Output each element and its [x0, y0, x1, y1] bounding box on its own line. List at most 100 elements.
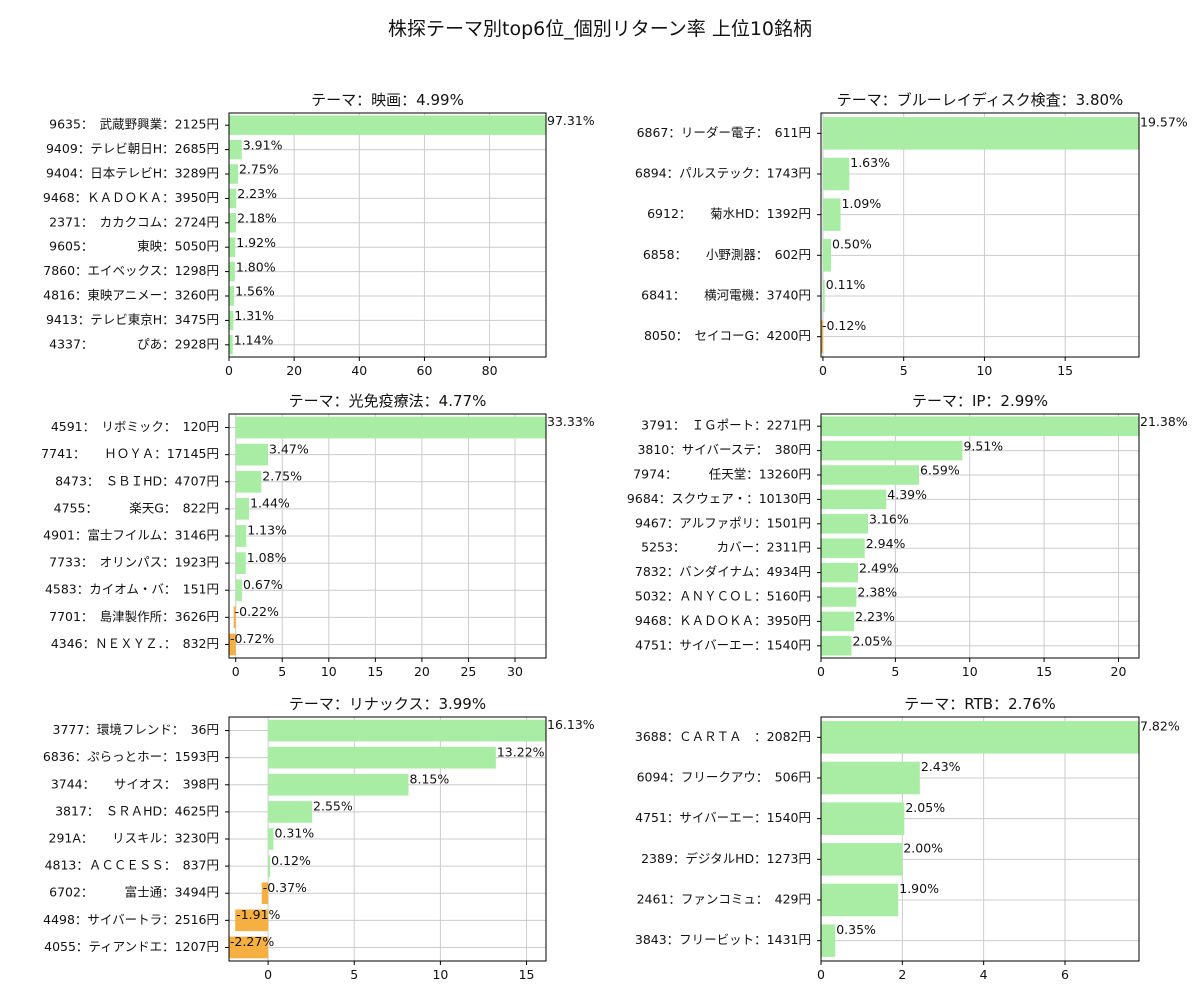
category-label: 2389：デジタルHD：1273円: [641, 851, 811, 866]
category-label: 4055：ティアンドエ：1207円: [44, 939, 219, 954]
data-label: 0.12%: [271, 853, 311, 868]
data-label: -0.12%: [822, 318, 866, 333]
category-label: 9468：ＫＡＤＯＫＡ：3950円: [635, 613, 811, 628]
bar: [229, 335, 233, 355]
data-label: 2.49%: [859, 560, 899, 575]
x-tick-label: 15: [519, 967, 535, 982]
data-label: 1.92%: [236, 235, 276, 250]
category-label: 9409：テレビ朝日H：2685円: [46, 141, 219, 156]
bar: [821, 587, 857, 607]
bar: [821, 924, 836, 957]
category-label: 3688：ＣＡＲＴＡ ：2082円: [635, 729, 811, 744]
category-label: 9605： 東映：5050円: [49, 239, 219, 254]
chart-panel-bluray: 19.57% 6867：リーダー電子： 611円 1.63% 6894：パルステック：…: [635, 91, 1188, 378]
data-label: 0.67%: [243, 577, 283, 592]
bar: [821, 562, 859, 583]
category-label: 6867：リーダー電子： 611円: [637, 125, 811, 140]
category-label: 3817： ＳＲＡHD：4625円: [55, 803, 219, 818]
data-label: 0.11%: [826, 277, 866, 292]
x-tick-label: 0: [225, 363, 233, 378]
axes-frame: [820, 413, 1140, 659]
bar: [235, 470, 262, 493]
category-label: 3843：フリービット：1431円: [635, 932, 811, 947]
bar: [235, 579, 242, 602]
chart-title: テーマ：映画：4.99%: [311, 91, 464, 109]
category-label: 4813：ＡＣＣＥＳＳ： 837円: [45, 858, 219, 873]
data-label: -0.72%: [230, 631, 274, 646]
x-tick-label: 20: [286, 363, 302, 378]
data-label: 8.15%: [410, 771, 450, 786]
bar: [229, 936, 269, 959]
data-label: 7.82%: [1140, 719, 1180, 734]
data-label: 2.43%: [921, 759, 961, 774]
data-label: 2.05%: [852, 634, 892, 649]
x-tick-label: 5: [350, 967, 358, 982]
category-label: 7832：バンダイナム：4934円: [635, 564, 811, 579]
category-label: 4901：富士フイルム：3146円: [43, 528, 219, 543]
axes-frame: [820, 716, 1140, 962]
data-label: 1.56%: [235, 284, 275, 299]
category-label: 4337： ぴあ：2928円: [49, 336, 219, 351]
chart-panel-linux: 16.13% 3777：環境フレンド： 36円 13.22% 6836：ぷらっとホー：…: [43, 695, 595, 982]
category-label: 4583：カイオム・バ： 151円: [45, 582, 219, 597]
category-label: 4816：東映アニメー：3260円: [43, 288, 219, 303]
bar: [821, 514, 869, 534]
x-tick-label: 10: [976, 363, 992, 378]
chart-panel-rtb: 7.82% 3688：ＣＡＲＴＡ ：2082円 2.43% 6094：フリークアウ： …: [635, 695, 1180, 982]
category-label: 6912： 菊水HD：1392円: [647, 206, 811, 221]
bar: [821, 611, 855, 632]
data-label: 1.14%: [234, 333, 274, 348]
data-label: 3.91%: [243, 137, 283, 152]
data-label: 1.44%: [250, 496, 290, 511]
bar: [268, 855, 271, 877]
category-label: 6836：ぷらっとホー：1593円: [43, 749, 219, 764]
category-label: 3777：環境フレンド： 36円: [53, 722, 219, 737]
bar: [233, 606, 236, 629]
bar: [235, 498, 250, 520]
x-tick-label: 2: [898, 967, 906, 982]
bar: [821, 416, 1139, 436]
data-label: 3.16%: [869, 512, 909, 527]
category-label: 7741： ＨＯＹＡ：17145円: [41, 446, 219, 461]
category-label: 4498：サイバートラ：2516円: [43, 912, 219, 927]
axes-frame: [228, 716, 547, 962]
x-tick-label: 0: [817, 664, 825, 679]
x-tick-label: 10: [321, 664, 337, 679]
data-label: -2.27%: [230, 934, 274, 949]
x-tick-label: 0: [819, 363, 827, 378]
chart-title: テーマ：リナックス：3.99%: [289, 695, 486, 713]
x-tick-label: 30: [507, 664, 523, 679]
category-label: 8473： ＳＢＩHD：4707円: [55, 473, 219, 488]
category-label: 2461：ファンコミュ： 429円: [637, 892, 811, 907]
data-label: 33.33%: [547, 414, 595, 429]
category-label: 7860：エイベックス：1298円: [43, 263, 219, 278]
category-label: 9404：日本テレビH：3289円: [46, 166, 219, 181]
bar: [821, 440, 963, 461]
data-label: 19.57%: [1140, 115, 1188, 130]
figure-title: 株探テーマ別top6位_個別リターン率 上位10銘柄: [388, 18, 812, 40]
chart-title: テーマ：ブルーレイディスク検査：3.80%: [837, 91, 1124, 109]
x-tick-label: 5: [891, 664, 899, 679]
data-label: 1.13%: [247, 523, 287, 538]
category-label: 7733： オリンパス：1923円: [49, 555, 219, 570]
bar: [821, 489, 887, 510]
x-tick-label: 10: [962, 664, 978, 679]
x-tick-label: 4: [980, 967, 988, 982]
x-tick-label: 20: [414, 664, 430, 679]
axes-frame: [228, 413, 547, 659]
data-label: 1.31%: [234, 308, 274, 323]
axes-frame: [820, 112, 1140, 358]
x-tick-label: 5: [278, 664, 286, 679]
x-tick-label: 10: [432, 967, 448, 982]
bar: [822, 117, 1139, 150]
data-label: 9.51%: [963, 438, 1003, 453]
data-label: 2.38%: [857, 585, 897, 600]
data-label: 2.75%: [262, 468, 302, 483]
data-label: 1.08%: [247, 550, 287, 565]
data-label: 1.90%: [899, 881, 939, 896]
category-label: 4751：サイバーエー：1540円: [635, 637, 811, 652]
bar: [821, 802, 905, 835]
bar: [229, 261, 235, 282]
bar: [229, 286, 235, 306]
category-label: 7701： 島津製作所：3626円: [49, 609, 219, 624]
